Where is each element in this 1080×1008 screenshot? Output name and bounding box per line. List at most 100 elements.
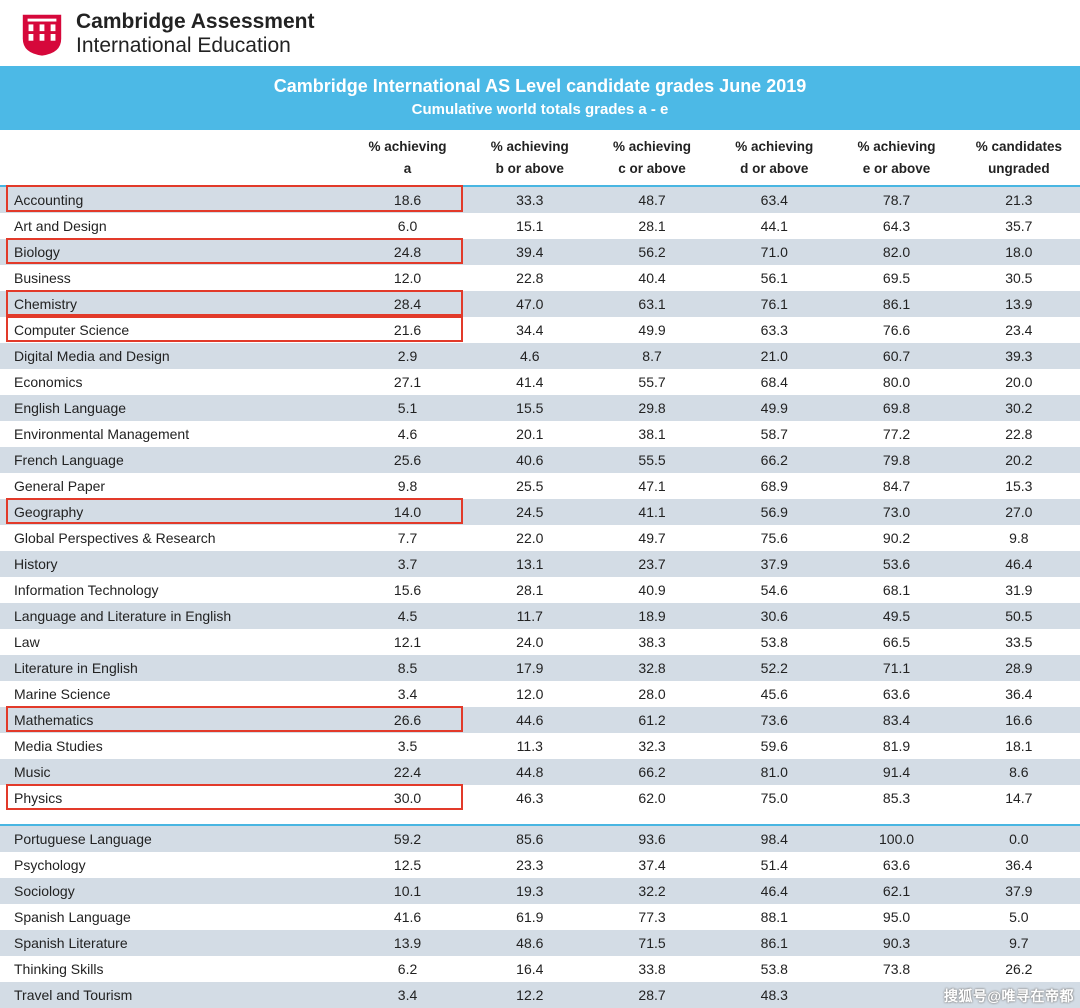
value-cell: 49.7 — [591, 525, 713, 551]
value-cell: 22.4 — [346, 759, 468, 785]
value-cell: 28.7 — [591, 982, 713, 1008]
value-cell: 88.1 — [713, 904, 835, 930]
value-cell: 45.6 — [713, 681, 835, 707]
value-cell: 18.1 — [958, 733, 1080, 759]
table-row: Music22.444.866.281.091.48.6 — [0, 759, 1080, 785]
value-cell: 49.5 — [835, 603, 957, 629]
value-cell: 37.4 — [591, 852, 713, 878]
value-cell: 66.2 — [713, 447, 835, 473]
value-cell: 66.5 — [835, 629, 957, 655]
value-cell: 23.3 — [469, 852, 591, 878]
value-cell: 86.1 — [713, 930, 835, 956]
value-cell: 41.4 — [469, 369, 591, 395]
value-cell: 32.2 — [591, 878, 713, 904]
table-row: Travel and Tourism3.412.228.748.3 — [0, 982, 1080, 1008]
value-cell: 13.9 — [346, 930, 468, 956]
value-cell: 69.8 — [835, 395, 957, 421]
column-header: % achievingb or above — [469, 130, 591, 186]
table-row: Digital Media and Design2.94.68.721.060.… — [0, 343, 1080, 369]
subject-cell: Spanish Literature — [0, 930, 346, 956]
table-row: Chemistry28.447.063.176.186.113.9 — [0, 291, 1080, 317]
value-cell: 30.0 — [346, 785, 468, 811]
brand-header: Cambridge Assessment International Educa… — [0, 0, 1080, 66]
value-cell: 0.0 — [958, 825, 1080, 852]
value-cell: 23.4 — [958, 317, 1080, 343]
value-cell: 76.6 — [835, 317, 957, 343]
table-section-2: Portuguese Language59.285.693.698.4100.0… — [0, 825, 1080, 1008]
table-row: Economics27.141.455.768.480.020.0 — [0, 369, 1080, 395]
value-cell: 84.7 — [835, 473, 957, 499]
value-cell: 52.2 — [713, 655, 835, 681]
table-row: Biology24.839.456.271.082.018.0 — [0, 239, 1080, 265]
table-row: Thinking Skills6.216.433.853.873.826.2 — [0, 956, 1080, 982]
value-cell: 98.4 — [713, 825, 835, 852]
table-row: Business12.022.840.456.169.530.5 — [0, 265, 1080, 291]
value-cell: 78.7 — [835, 186, 957, 213]
subject-cell: Digital Media and Design — [0, 343, 346, 369]
value-cell: 15.1 — [469, 213, 591, 239]
subject-cell: Chemistry — [0, 291, 346, 317]
value-cell: 41.6 — [346, 904, 468, 930]
value-cell: 76.1 — [713, 291, 835, 317]
value-cell: 61.2 — [591, 707, 713, 733]
value-cell: 73.6 — [713, 707, 835, 733]
value-cell: 15.6 — [346, 577, 468, 603]
value-cell: 48.3 — [713, 982, 835, 1008]
table-row: Spanish Language41.661.977.388.195.05.0 — [0, 904, 1080, 930]
value-cell: 56.9 — [713, 499, 835, 525]
value-cell: 24.5 — [469, 499, 591, 525]
value-cell: 47.0 — [469, 291, 591, 317]
column-header — [0, 130, 346, 186]
table-section-1: Accounting18.633.348.763.478.721.3Art an… — [0, 186, 1080, 811]
value-cell: 20.2 — [958, 447, 1080, 473]
value-cell: 37.9 — [713, 551, 835, 577]
value-cell: 28.0 — [591, 681, 713, 707]
value-cell: 16.4 — [469, 956, 591, 982]
subject-cell: Literature in English — [0, 655, 346, 681]
subject-cell: General Paper — [0, 473, 346, 499]
table-row: Language and Literature in English4.511.… — [0, 603, 1080, 629]
value-cell: 53.8 — [713, 629, 835, 655]
subject-cell: English Language — [0, 395, 346, 421]
subject-cell: Economics — [0, 369, 346, 395]
value-cell: 36.4 — [958, 681, 1080, 707]
value-cell: 71.0 — [713, 239, 835, 265]
subject-cell: Computer Science — [0, 317, 346, 343]
value-cell: 12.5 — [346, 852, 468, 878]
value-cell: 34.4 — [469, 317, 591, 343]
value-cell: 33.8 — [591, 956, 713, 982]
value-cell: 62.0 — [591, 785, 713, 811]
value-cell: 5.0 — [958, 904, 1080, 930]
column-header: % achievingd or above — [713, 130, 835, 186]
grades-table: % achievinga% achievingb or above% achie… — [0, 130, 1080, 1008]
watermark-text: 搜狐号@唯寻在帝都 — [944, 986, 1074, 1006]
value-cell: 30.5 — [958, 265, 1080, 291]
subject-cell: Music — [0, 759, 346, 785]
table-row: Computer Science21.634.449.963.376.623.4 — [0, 317, 1080, 343]
value-cell: 53.8 — [713, 956, 835, 982]
value-cell: 63.3 — [713, 317, 835, 343]
value-cell: 91.4 — [835, 759, 957, 785]
subject-cell: Business — [0, 265, 346, 291]
value-cell: 60.7 — [835, 343, 957, 369]
subject-cell: Portuguese Language — [0, 825, 346, 852]
table-row: Psychology12.523.337.451.463.636.4 — [0, 852, 1080, 878]
value-cell: 26.2 — [958, 956, 1080, 982]
value-cell: 68.9 — [713, 473, 835, 499]
value-cell: 85.3 — [835, 785, 957, 811]
value-cell: 68.4 — [713, 369, 835, 395]
column-header: % achievinge or above — [835, 130, 957, 186]
table-row: Geography14.024.541.156.973.027.0 — [0, 499, 1080, 525]
value-cell: 81.9 — [835, 733, 957, 759]
value-cell: 48.6 — [469, 930, 591, 956]
value-cell: 22.8 — [469, 265, 591, 291]
value-cell: 7.7 — [346, 525, 468, 551]
value-cell: 37.9 — [958, 878, 1080, 904]
value-cell: 9.8 — [958, 525, 1080, 551]
value-cell: 29.8 — [591, 395, 713, 421]
value-cell: 90.2 — [835, 525, 957, 551]
table-row: Law12.124.038.353.866.533.5 — [0, 629, 1080, 655]
brand-line-2: International Education — [76, 34, 314, 58]
value-cell: 15.5 — [469, 395, 591, 421]
value-cell: 13.1 — [469, 551, 591, 577]
